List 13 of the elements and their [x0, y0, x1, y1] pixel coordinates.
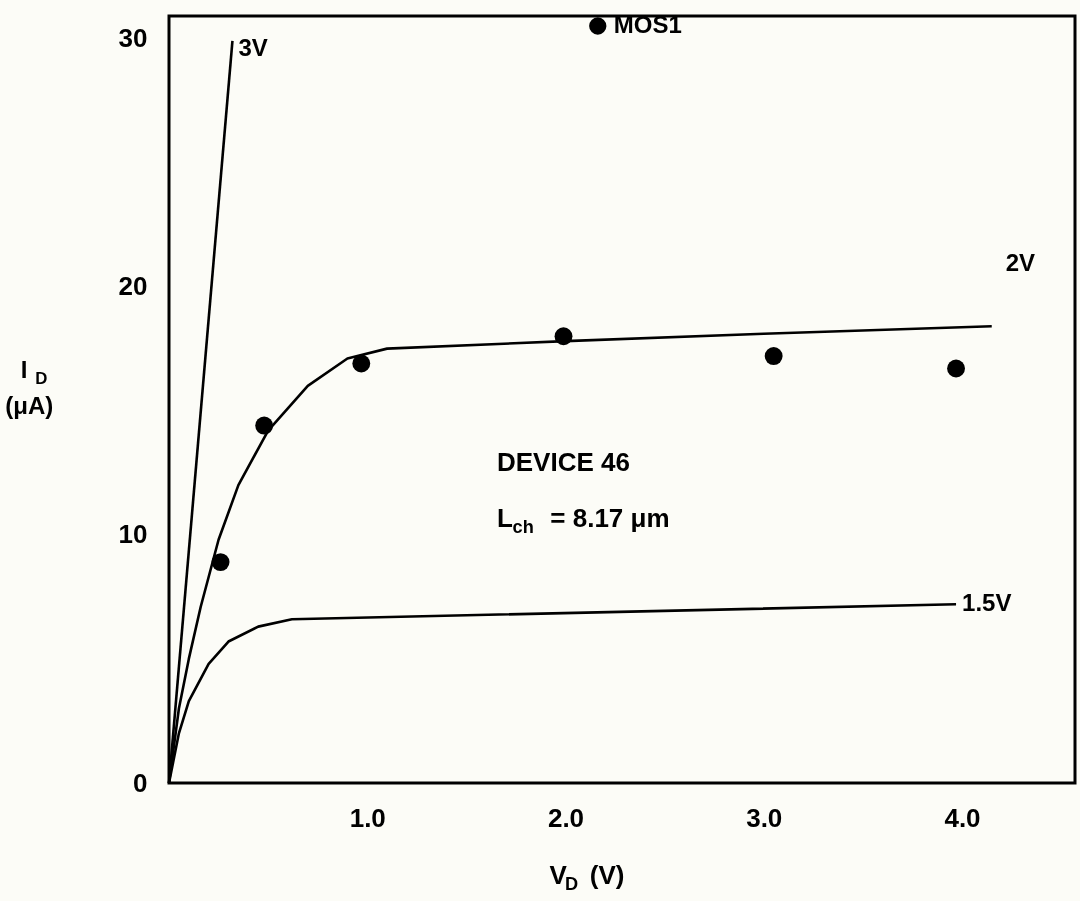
y-tick-label: 20 — [118, 271, 148, 302]
y-tick-label: 10 — [118, 519, 148, 550]
annotation: DEVICE 46 — [497, 447, 630, 477]
legend-label: MOS1 — [613, 11, 682, 38]
y-tick-label: 0 — [133, 767, 148, 798]
x-tick-label: 1.0 — [349, 802, 386, 833]
text: 2V — [1005, 249, 1036, 277]
y-tick-label: 30 — [118, 22, 148, 53]
series-label: 1.5V — [962, 589, 1012, 617]
x-tick-label: 4.0 — [944, 802, 981, 833]
x-tick-label: 2.0 — [547, 802, 585, 833]
series-label: 3V — [238, 33, 268, 61]
x-tick-label: 3.0 — [746, 802, 783, 833]
